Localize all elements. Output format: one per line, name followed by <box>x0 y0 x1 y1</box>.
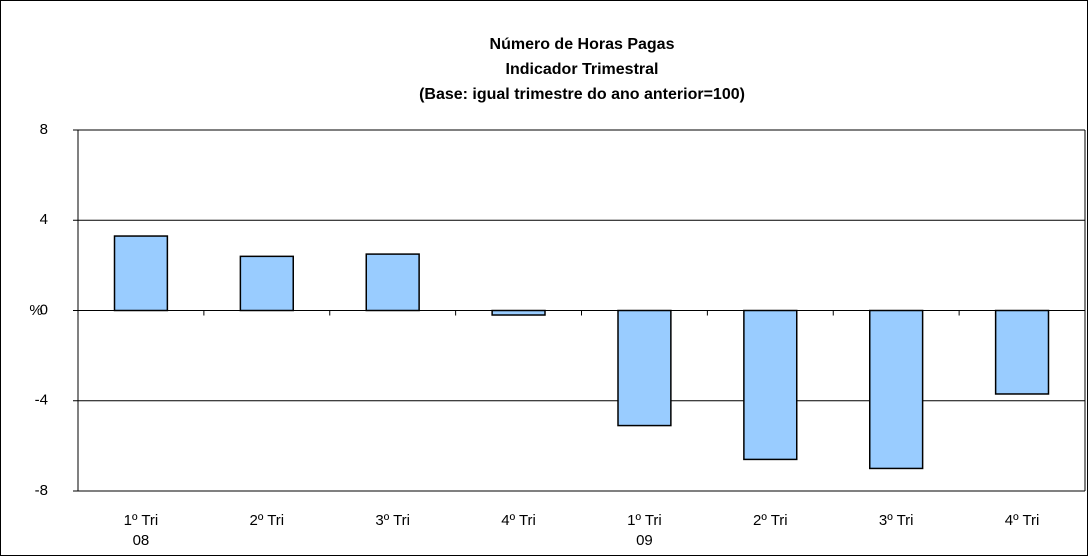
bar <box>869 309 924 470</box>
chart-title: Número de Horas Pagas Indicador Trimestr… <box>419 36 745 103</box>
bar <box>365 253 420 312</box>
y-tick-label: -8 <box>35 482 48 499</box>
bar <box>994 309 1050 395</box>
x-tick-label: 1º Tri 08 <box>123 512 159 549</box>
x-tick-label: 3º Tri <box>878 512 914 529</box>
bar <box>113 235 169 312</box>
bar <box>743 309 798 461</box>
x-tick-label: 1º Tri 09 <box>627 512 662 549</box>
bar <box>239 255 294 312</box>
y-tick-label: 4 <box>40 211 48 228</box>
x-tick-label: 3º Tri <box>375 512 411 529</box>
x-tick-label: 2º Tri <box>249 512 285 529</box>
y-tick-label: -4 <box>35 392 48 409</box>
y-tick-label: 8 <box>40 121 48 138</box>
bar <box>491 309 546 316</box>
y-axis-label: % <box>29 302 42 319</box>
x-tick-label: 4º Tri <box>1004 512 1040 529</box>
y-tick-label: 0 <box>40 301 48 318</box>
bar <box>617 309 672 427</box>
x-tick-label: 4º Tri <box>501 512 536 529</box>
x-tick-label: 2º Tri <box>752 512 788 529</box>
